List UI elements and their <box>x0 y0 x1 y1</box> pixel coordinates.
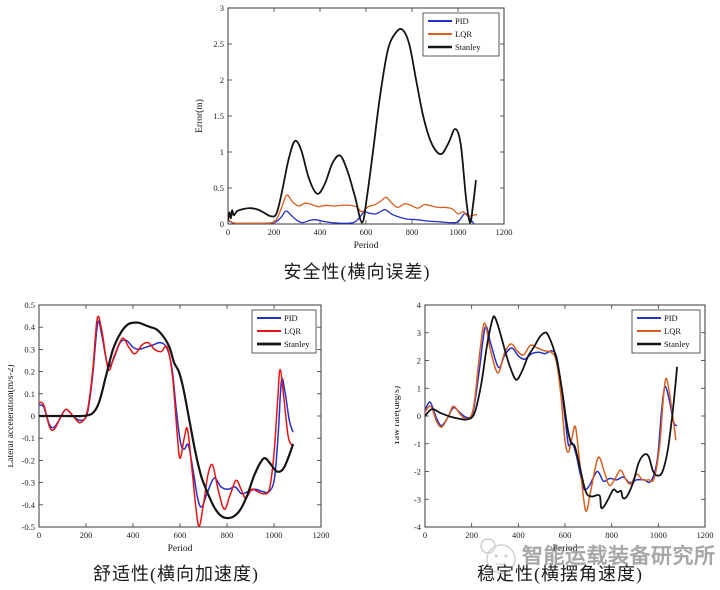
svg-text:1.5: 1.5 <box>213 111 224 121</box>
caption-comfort: 舒适性(横向加速度) <box>93 564 259 584</box>
svg-text:1000: 1000 <box>650 530 667 540</box>
svg-text:Stanley: Stanley <box>664 339 690 349</box>
svg-text:1200: 1200 <box>697 530 714 540</box>
svg-text:0.5: 0.5 <box>24 300 35 310</box>
svg-text:1200: 1200 <box>313 530 330 540</box>
svg-text:0: 0 <box>220 219 224 229</box>
svg-text:Stanley: Stanley <box>284 339 310 349</box>
svg-text:-0.5: -0.5 <box>22 522 35 532</box>
svg-text:0.1: 0.1 <box>24 389 35 399</box>
stability-yaw-rate-chart: 0 200 400 600 800 1000 1200 -4 -3 -2 -1 0 1 2 3 4 Period… <box>395 300 714 554</box>
svg-text:0: 0 <box>423 530 427 540</box>
svg-text:400: 400 <box>512 530 525 540</box>
svg-text:400: 400 <box>314 227 327 237</box>
svg-text:-0.2: -0.2 <box>22 455 35 465</box>
svg-text:2.5: 2.5 <box>213 39 224 49</box>
svg-text:200: 200 <box>80 530 93 540</box>
svg-text:1200: 1200 <box>496 227 513 237</box>
svg-text:0: 0 <box>31 411 35 421</box>
svg-text:-0.4: -0.4 <box>22 500 36 510</box>
svg-text:Period: Period <box>354 241 379 251</box>
svg-text:3: 3 <box>220 3 224 13</box>
svg-text:LQR: LQR <box>664 326 681 336</box>
svg-text:200: 200 <box>268 227 281 237</box>
svg-text:-3: -3 <box>414 494 421 504</box>
svg-text:0: 0 <box>226 227 230 237</box>
svg-text:0.2: 0.2 <box>24 367 35 377</box>
svg-text:0.5: 0.5 <box>213 183 224 193</box>
svg-text:1000: 1000 <box>266 530 283 540</box>
svg-text:PID: PID <box>284 313 298 323</box>
svg-text:600: 600 <box>174 530 187 540</box>
svg-text:-2: -2 <box>414 467 421 477</box>
svg-text:PID: PID <box>664 313 678 323</box>
svg-text:3: 3 <box>417 328 421 338</box>
caption-safety: 安全性(横向误差) <box>283 262 431 282</box>
caption-stability: 稳定性(横摆角速度) <box>477 564 643 584</box>
svg-text:0: 0 <box>37 530 41 540</box>
svg-text:400: 400 <box>127 530 140 540</box>
svg-text:800: 800 <box>406 227 419 237</box>
svg-text:600: 600 <box>360 227 373 237</box>
safety-lateral-error-chart: 0 200 400 600 800 1000 1200 0 0.5 1 1.5 2 2.5 3 Period… <box>194 3 513 251</box>
svg-text:0.3: 0.3 <box>24 344 35 354</box>
svg-text:-0.1: -0.1 <box>22 433 35 443</box>
svg-text:800: 800 <box>605 530 618 540</box>
svg-text:1000: 1000 <box>450 227 467 237</box>
comfort-lateral-acceleration-chart: 0 200 400 600 800 1000 1200 -0.5 -0.4 -0.3 -0.2 -0.… <box>8 300 330 554</box>
svg-text:Period: Period <box>553 544 578 554</box>
svg-text:Error(m): Error(m) <box>194 99 205 133</box>
svg-text:Yaw rate(deg/s): Yaw rate(deg/s) <box>395 386 402 446</box>
svg-text:LQR: LQR <box>455 29 472 39</box>
svg-text:Stanley: Stanley <box>455 42 481 52</box>
svg-text:-4: -4 <box>414 522 422 532</box>
svg-text:0.4: 0.4 <box>24 322 35 332</box>
svg-text:0: 0 <box>417 411 421 421</box>
svg-text:Period: Period <box>168 544 193 554</box>
svg-text:600: 600 <box>559 530 572 540</box>
svg-text:200: 200 <box>465 530 478 540</box>
svg-text:4: 4 <box>417 300 422 310</box>
svg-text:-0.3: -0.3 <box>22 478 35 488</box>
svg-text:800: 800 <box>221 530 234 540</box>
svg-text:LQR: LQR <box>284 326 301 336</box>
svg-text:2: 2 <box>220 75 224 85</box>
svg-text:2: 2 <box>417 356 421 366</box>
svg-text:-1: -1 <box>414 439 421 449</box>
svg-text:1: 1 <box>417 383 421 393</box>
svg-text:1: 1 <box>220 147 224 157</box>
svg-text:PID: PID <box>455 16 469 26</box>
svg-text:Lateral acceleration(m/s-2): Lateral acceleration(m/s-2) <box>8 364 16 467</box>
